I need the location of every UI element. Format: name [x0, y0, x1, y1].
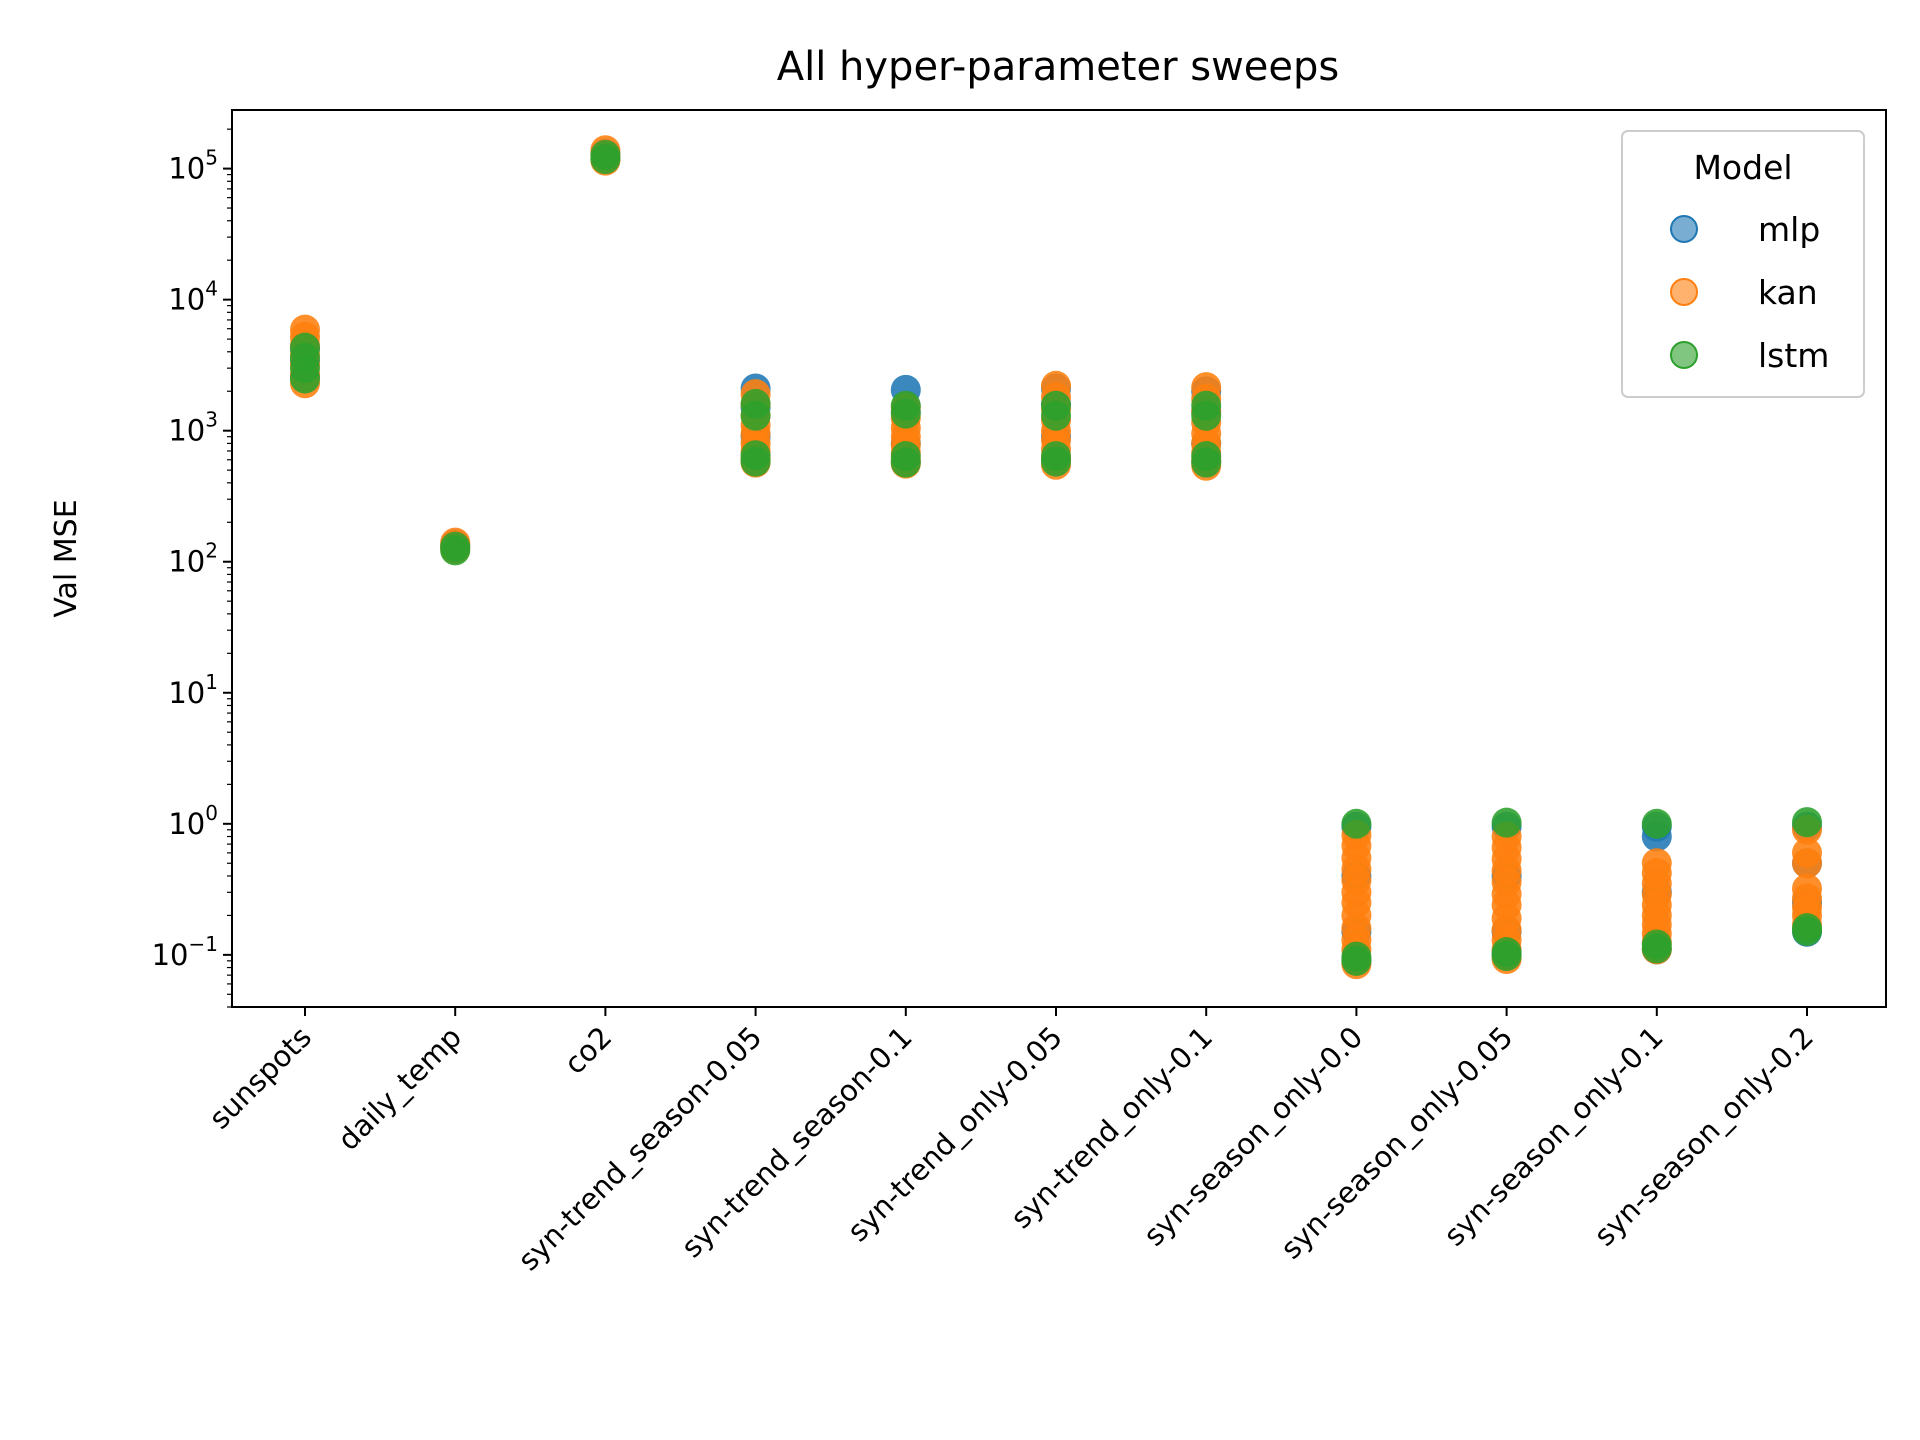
data-point-lstm — [890, 447, 921, 478]
data-point-lstm — [440, 531, 471, 562]
data-points — [290, 135, 1822, 980]
data-point-lstm — [1491, 941, 1522, 972]
legend-box — [1621, 130, 1865, 398]
legend-marker-kan — [1670, 278, 1698, 306]
data-point-lstm — [1491, 807, 1522, 838]
data-point-lstm — [1341, 808, 1372, 839]
data-point-lstm — [740, 446, 771, 477]
legend-marker-mlp — [1670, 215, 1698, 243]
y-tick-label: 10−1 — [152, 932, 218, 972]
legend-label-kan: kan — [1758, 273, 1818, 312]
chart-title: All hyper-parameter sweeps — [777, 44, 1340, 90]
y-tick-label: 102 — [168, 539, 218, 579]
plot-area-frame — [231, 109, 1887, 1008]
data-point-lstm — [890, 398, 921, 429]
x-tick-label: sunspots — [202, 1020, 318, 1136]
data-point-lstm — [1341, 945, 1372, 976]
data-point-lstm — [1041, 400, 1071, 431]
data-point-kan — [1792, 848, 1822, 879]
series-mlp — [290, 138, 1822, 976]
data-point-lstm — [290, 332, 320, 363]
data-point-lstm — [1641, 808, 1672, 839]
y-tick-label: 105 — [168, 146, 218, 186]
series-kan — [290, 135, 1822, 980]
y-tick-label: 103 — [168, 408, 218, 448]
x-tick-label: co2 — [557, 1020, 618, 1081]
data-point-lstm — [1792, 807, 1822, 838]
y-axis-label: Val MSE — [49, 499, 84, 617]
y-tick-label: 104 — [168, 277, 218, 317]
data-point-lstm — [1191, 400, 1222, 431]
data-point-lstm — [1641, 933, 1672, 964]
data-point-lstm — [590, 139, 621, 170]
legend: Model mlp kan lstm — [1621, 130, 1865, 398]
x-axis: sunspots daily_temp co2syn-trend_season-0.… — [202, 1007, 1820, 1277]
y-axis: 10−1 100 101 102 103 104 105 — [152, 128, 232, 1008]
y-tick-label: 100 — [168, 801, 218, 841]
data-point-lstm — [1041, 446, 1071, 477]
legend-label-mlp: mlp — [1758, 210, 1820, 249]
legend-label-lstm: lstm — [1758, 336, 1829, 375]
legend-title: Model — [1693, 148, 1792, 187]
data-point-lstm — [740, 400, 771, 431]
series-lstm — [290, 139, 1822, 976]
data-point-lstm — [1191, 447, 1222, 478]
y-tick-label: 101 — [168, 670, 218, 710]
x-tick-label: daily_temp — [331, 1020, 468, 1157]
legend-marker-lstm — [1670, 341, 1698, 369]
data-point-lstm — [1792, 916, 1822, 947]
x-tick-label: syn-trend_season-0.05 — [511, 1020, 768, 1277]
